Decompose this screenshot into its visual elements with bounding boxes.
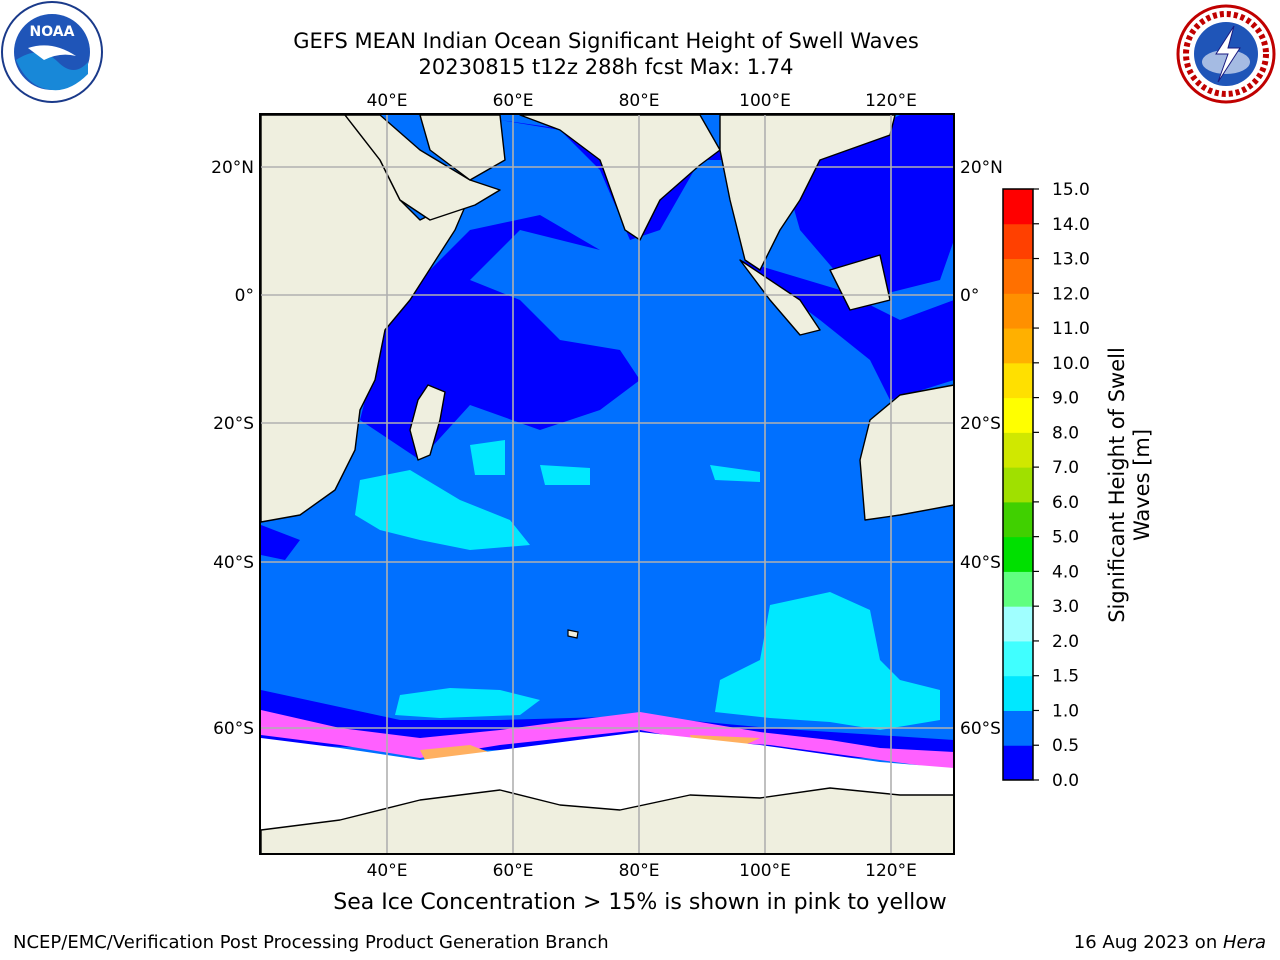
lat-label: 60°S — [960, 719, 1001, 739]
colorbar-segment — [1003, 397, 1033, 433]
lon-label: 80°E — [619, 91, 660, 111]
colorbar-tick-label: 15.0 — [1052, 180, 1090, 200]
colorbar-tick-label: 4.0 — [1052, 562, 1079, 582]
colorbar-segment — [1003, 606, 1033, 642]
colorbar-tick-label: 10.0 — [1052, 354, 1090, 374]
colorbar-segment — [1003, 501, 1033, 538]
colorbar-segment — [1003, 293, 1033, 329]
footer-left: NCEP/EMC/Verification Post Processing Pr… — [13, 932, 609, 953]
map-frame — [259, 113, 955, 855]
colorbar-tick-label: 3.0 — [1052, 597, 1079, 617]
sea-ice-caption: Sea Ice Concentration > 15% is shown in … — [333, 890, 947, 915]
lon-label: 100°E — [739, 91, 791, 111]
colorbar-segment — [1003, 189, 1033, 225]
noaa-logo: NOAA — [1, 1, 103, 103]
lon-label: 60°E — [493, 861, 534, 881]
colorbar-tick-label: 5.0 — [1052, 528, 1079, 548]
colorbar-tick-label: 6.0 — [1052, 493, 1079, 513]
colorbar-segment — [1003, 258, 1033, 294]
lon-label: 40°E — [367, 861, 408, 881]
colorbar-tick-label: 0.5 — [1052, 736, 1079, 756]
colorbar-tick-label: 14.0 — [1052, 215, 1090, 235]
lon-label: 80°E — [619, 861, 660, 881]
lat-label: 0° — [960, 286, 979, 306]
lat-label: 20°N — [960, 158, 1003, 178]
colorbar-segment — [1003, 640, 1033, 677]
lon-label: 120°E — [865, 861, 917, 881]
colorbar-label-line2: Waves [m] — [1130, 429, 1154, 541]
lon-label: 100°E — [739, 861, 791, 881]
colorbar-segment — [1003, 432, 1033, 468]
chart-title: GEFS MEAN Indian Ocean Significant Heigh… — [293, 29, 919, 53]
colorbar-tick-label: 9.0 — [1052, 389, 1079, 409]
lat-label: 20°S — [960, 414, 1001, 434]
lat-labels-left: 20°N 0° 20°S 40°S 60°S — [211, 158, 254, 739]
colorbar — [1003, 189, 1033, 781]
colorbar-segment — [1003, 223, 1033, 260]
lat-label: 40°S — [960, 553, 1001, 573]
lat-labels-right: 20°N 0° 20°S 40°S 60°S — [960, 158, 1003, 739]
lat-label: 40°S — [213, 553, 254, 573]
colorbar-segment — [1003, 362, 1033, 399]
map-gridlines — [261, 115, 954, 854]
colorbar-tick-label: 13.0 — [1052, 250, 1090, 270]
lat-label: 0° — [235, 286, 254, 306]
lat-label: 20°N — [211, 158, 254, 178]
chart-subtitle: 20230815 t12z 288h fcst Max: 1.74 — [418, 55, 794, 79]
colorbar-segment — [1003, 710, 1033, 746]
colorbar-ticks: 0.0 0.5 1.0 1.5 2.0 3.0 4.0 5.0 6.0 7.0 8.0 9.0 10.0… — [1033, 180, 1090, 791]
footer-date: 16 Aug 2023 on — [1073, 932, 1223, 953]
lon-label: 40°E — [367, 91, 408, 111]
footer-host: Hera — [1222, 932, 1266, 953]
colorbar-label-line1: Significant Height of Swell — [1105, 347, 1129, 623]
lon-label: 60°E — [493, 91, 534, 111]
colorbar-segment — [1003, 536, 1033, 572]
colorbar-tick-label: 0.0 — [1052, 771, 1079, 791]
colorbar-segment — [1003, 571, 1033, 607]
lat-label: 60°S — [213, 719, 254, 739]
colorbar-tick-label: 1.5 — [1052, 667, 1079, 687]
kerguelen-island — [567, 629, 579, 639]
colorbar-label: Significant Height of Swell Waves [m] — [1105, 347, 1154, 623]
land-masses — [260, 114, 955, 855]
noaa-logo-text: NOAA — [30, 24, 75, 40]
lon-label: 120°E — [865, 91, 917, 111]
colorbar-tick-label: 1.0 — [1052, 701, 1079, 721]
colorbar-tick-label: 12.0 — [1052, 284, 1090, 304]
colorbar-frame — [1002, 188, 1034, 781]
colorbar-tick-label: 7.0 — [1052, 458, 1079, 478]
colorbar-tick-label: 11.0 — [1052, 319, 1090, 339]
colorbar-segment — [1003, 745, 1033, 781]
colorbar-segment — [1003, 467, 1033, 503]
lon-labels-bottom: 40°E 60°E 80°E 100°E 120°E — [367, 861, 917, 881]
colorbar-tick-label: 8.0 — [1052, 423, 1079, 443]
swell-band-1-15 — [355, 440, 940, 730]
colorbar-segment — [1003, 675, 1033, 711]
colorbar-tick-label: 2.0 — [1052, 632, 1079, 652]
lat-label: 20°S — [213, 414, 254, 434]
nws-logo — [1176, 4, 1276, 104]
lon-labels-top: 40°E 60°E 80°E 100°E 120°E — [367, 91, 917, 111]
footer-right: 16 Aug 2023 on Hera — [1074, 932, 1266, 953]
colorbar-segment — [1003, 328, 1033, 364]
